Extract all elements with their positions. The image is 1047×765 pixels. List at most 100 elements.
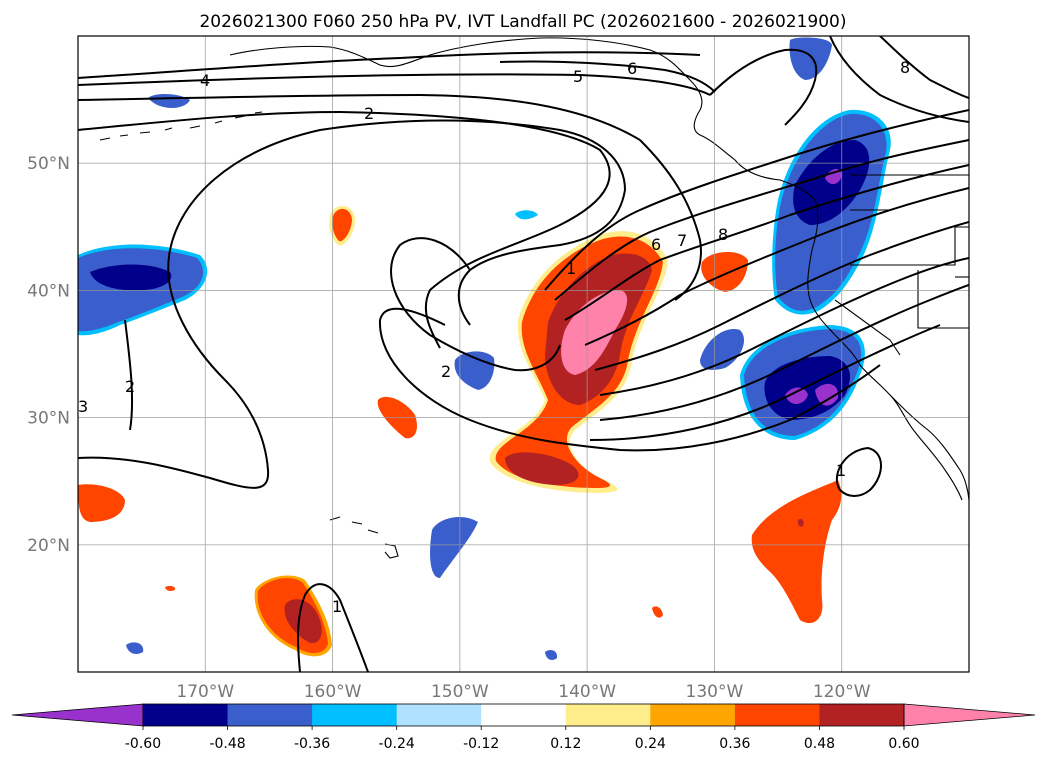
colorbar-tick-label: 0.48 bbox=[804, 736, 835, 752]
colorbar-tick-label: -0.24 bbox=[379, 736, 415, 752]
latitude-ticks: 20°N 30°N 40°N 50°N bbox=[27, 154, 70, 556]
lon-tick-label: 130°W bbox=[686, 682, 744, 702]
negative-coast-purple bbox=[825, 168, 842, 185]
contour-label: 7 bbox=[677, 231, 687, 250]
colorbar-extend-min bbox=[11, 703, 144, 727]
hawaii bbox=[329, 516, 399, 559]
colorbar-tick-label: 0.36 bbox=[719, 736, 750, 752]
contour-label: 8 bbox=[718, 225, 728, 244]
colorbar-tick-label: 0.60 bbox=[888, 736, 919, 752]
pv-jet-1 bbox=[544, 109, 969, 291]
pv-jet-7 bbox=[599, 284, 969, 421]
contour-label: 2 bbox=[125, 377, 135, 396]
positive-plume-red-lower bbox=[505, 452, 579, 485]
lat-tick-label: 40°N bbox=[27, 281, 70, 301]
contour-label: 1 bbox=[332, 597, 342, 616]
negative-west-navy bbox=[90, 264, 172, 291]
pv-contour-1-sw bbox=[296, 583, 369, 672]
colorbar-tick-label: -0.12 bbox=[463, 736, 499, 752]
state-line-4 bbox=[917, 270, 969, 329]
colorbar-bin bbox=[312, 704, 398, 726]
colorbar-tick-label: -0.36 bbox=[294, 736, 330, 752]
negative-blob-small-3 bbox=[545, 650, 558, 660]
lat-tick-label: 30°N bbox=[27, 409, 70, 429]
lat-tick-label: 20°N bbox=[27, 536, 70, 556]
pv-contour-outer-loop bbox=[78, 119, 627, 489]
pv-contour-2-west bbox=[124, 319, 134, 431]
colorbar-bin bbox=[565, 704, 651, 726]
contour-label: 4 bbox=[200, 71, 210, 90]
state-line-5 bbox=[834, 299, 901, 356]
pv-jet-2 bbox=[554, 139, 969, 301]
positive-blob-3 bbox=[701, 251, 748, 292]
lon-tick-label: 120°W bbox=[813, 682, 871, 702]
positive-blob-6-red bbox=[284, 599, 322, 644]
pv-contours bbox=[78, 36, 969, 672]
contour-label: 1 bbox=[566, 259, 576, 278]
negative-blob-north bbox=[789, 37, 832, 80]
contour-label: 6 bbox=[651, 235, 661, 254]
chart-title: 2026021300 F060 250 hPa PV, IVT Landfall… bbox=[199, 12, 846, 32]
colorbar-tick-label: -0.60 bbox=[125, 736, 161, 752]
positive-blob-7 bbox=[165, 586, 176, 591]
colorbar-bin bbox=[227, 704, 313, 726]
pv-upper-ridge-2 bbox=[709, 48, 818, 126]
map-panel: 4 5 6 8 2 1 6 7 8 2 3 1 1 2 bbox=[78, 36, 969, 672]
lon-tick-label: 170°W bbox=[176, 682, 234, 702]
pv-jet-3 bbox=[564, 164, 969, 321]
pv-jet-4 bbox=[584, 187, 969, 346]
positive-blob-4 bbox=[78, 484, 125, 522]
contour-label: 5 bbox=[573, 67, 583, 86]
pv-contour-5 bbox=[78, 73, 711, 96]
longitude-ticks: 170°W 160°W 150°W 140°W 130°W 120°W bbox=[176, 682, 870, 702]
aleutians bbox=[99, 111, 263, 141]
pv-ridge-north bbox=[829, 36, 969, 123]
colorbar-bin bbox=[819, 704, 905, 726]
state-line-2 bbox=[850, 226, 969, 266]
colorbar-tick-label: 0.24 bbox=[635, 736, 666, 752]
negative-south-purple-2 bbox=[815, 383, 839, 406]
baja-coast bbox=[889, 394, 963, 501]
pv-upper-ridge bbox=[639, 139, 702, 301]
pv-contour-2 bbox=[78, 110, 611, 349]
lon-tick-label: 150°W bbox=[431, 682, 489, 702]
pv-contour-1-south bbox=[835, 446, 882, 497]
positive-blob-8 bbox=[652, 606, 663, 618]
positive-blob-1-core bbox=[332, 208, 352, 242]
pv-contour-1-loop bbox=[378, 307, 881, 452]
colorbar-tick-label: 0.12 bbox=[550, 736, 581, 752]
map-frame bbox=[77, 35, 970, 673]
colorbar-extend-max bbox=[903, 703, 1036, 727]
colorbar-bin bbox=[396, 704, 482, 726]
contour-label: 6 bbox=[627, 59, 637, 78]
colorbar-bin bbox=[481, 704, 567, 726]
positive-blob-5-core bbox=[797, 518, 804, 527]
contour-label: 2 bbox=[441, 362, 451, 381]
colorbar-bin bbox=[734, 704, 820, 726]
positive-blob-5 bbox=[751, 480, 842, 624]
lon-tick-label: 140°W bbox=[558, 682, 616, 702]
colorbar-frame bbox=[142, 703, 905, 727]
contour-label: 1 bbox=[836, 461, 846, 480]
pv-contour-4 bbox=[78, 51, 701, 79]
contour-label: 2 bbox=[364, 104, 374, 123]
colorbar: -0.60 -0.48 -0.36 -0.24 -0.12 0.12 0.24 0.36 0.4… bbox=[11, 703, 1036, 752]
colorbar-bin bbox=[143, 704, 229, 726]
negative-south-purple-1 bbox=[785, 387, 808, 405]
negative-blob-ne bbox=[700, 329, 745, 370]
pv-jet-8 bbox=[589, 324, 941, 441]
negative-blob-small-2 bbox=[126, 642, 144, 654]
contour-label: 3 bbox=[78, 397, 88, 416]
pv-contour-inner-loop bbox=[390, 237, 561, 372]
negative-blob-hawaii-north bbox=[430, 516, 478, 578]
pv-contour-6-top bbox=[499, 60, 716, 93]
pv-8-top bbox=[879, 36, 969, 99]
lat-tick-label: 50°N bbox=[27, 154, 70, 174]
bc-coast bbox=[807, 199, 969, 501]
colorbar-bin bbox=[650, 704, 736, 726]
graticule bbox=[78, 36, 969, 672]
positive-plume-pink bbox=[561, 290, 628, 375]
ivt-shading bbox=[78, 37, 891, 660]
negative-blob-small-1 bbox=[515, 210, 538, 220]
